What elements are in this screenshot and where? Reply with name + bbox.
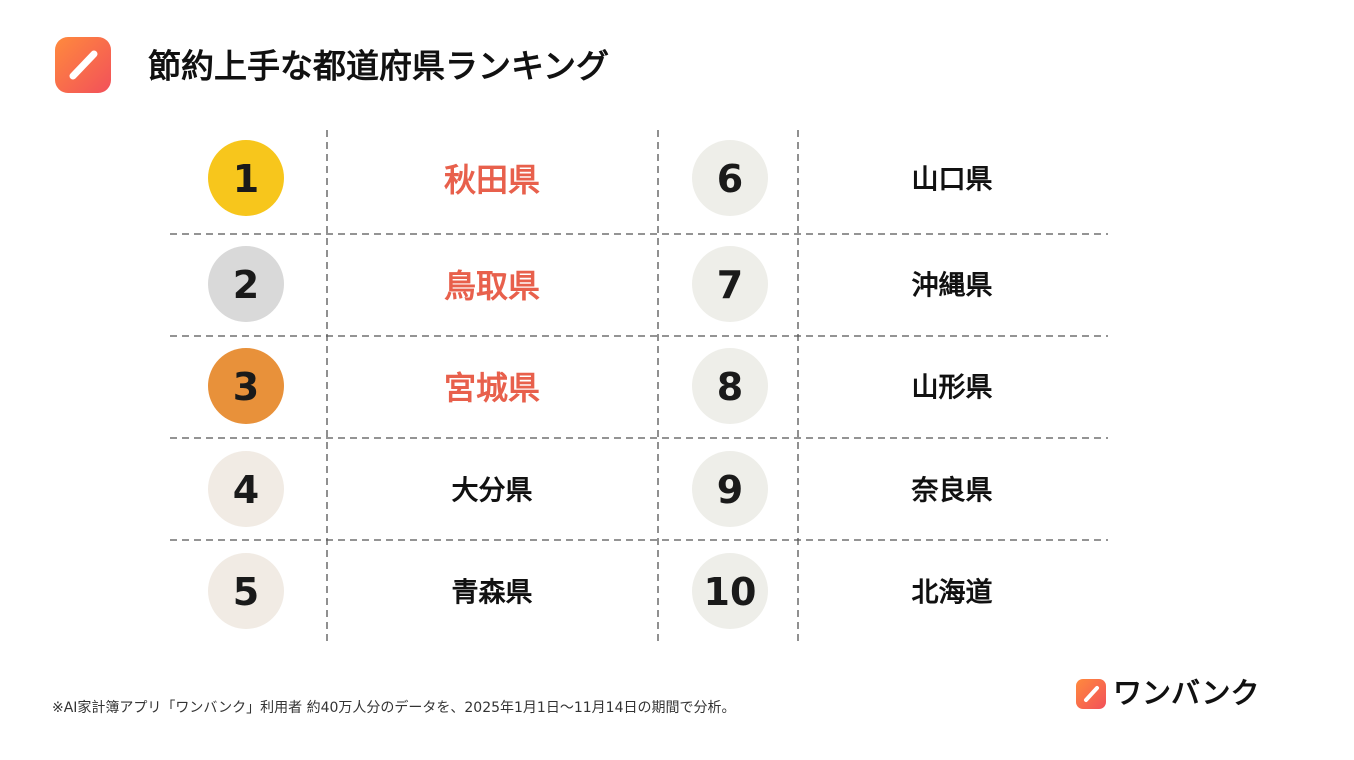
prefecture-name: 奈良県: [911, 475, 993, 507]
prefecture-name: 山口県: [912, 165, 993, 196]
rank-number: 9: [717, 468, 743, 512]
rank-badge: [208, 348, 284, 424]
title: 節約上手な都道府県ランキング: [148, 47, 609, 86]
prefecture-name: 鳥取県: [444, 267, 540, 305]
prefecture-name: 山形県: [912, 373, 993, 404]
rank-number: 7: [717, 263, 743, 307]
rank-badge: [692, 553, 768, 629]
rank-number: 4: [233, 468, 259, 512]
rank-number: 6: [717, 157, 743, 201]
grid-lines: [170, 130, 1108, 642]
rank-badge: [208, 451, 284, 527]
rank-badge: [692, 348, 768, 424]
rank-number: 1: [233, 157, 259, 201]
rank-badge: [208, 246, 284, 322]
prefecture-name: 青森県: [452, 578, 533, 609]
prefecture-name: 秋田県: [444, 161, 540, 199]
rank-badge: [692, 246, 768, 322]
rank-number: 2: [233, 263, 259, 307]
app-logo: [55, 37, 111, 93]
ranking-table: 1 秋田県 2 鳥取県 3 宮城県 4 大分県 5 青森県 6 山口県 7 沖縄県 8 山形県 9 奈良県 10 北海…: [208, 140, 993, 629]
prefecture-name: 宮城県: [444, 369, 540, 407]
rank-number: 5: [233, 570, 259, 614]
rank-number: 10: [704, 570, 757, 614]
rank-badge: [208, 140, 284, 216]
prefecture-name: 北海道: [912, 577, 993, 609]
brand-name: ワンバンク: [1113, 676, 1259, 710]
rank-number: 3: [233, 365, 259, 409]
prefecture-name: 大分県: [452, 476, 533, 507]
footnote: ※AI家計簿アプリ「ワンバンク」利用者 約40万人分のデータを、2025年1月1…: [52, 699, 735, 716]
brand-logo: [1076, 679, 1106, 709]
rank-badge: [692, 451, 768, 527]
rank-badge: [692, 140, 768, 216]
rank-badge: [208, 553, 284, 629]
prefecture-name: 沖縄県: [912, 271, 993, 302]
rank-number: 8: [717, 365, 743, 409]
